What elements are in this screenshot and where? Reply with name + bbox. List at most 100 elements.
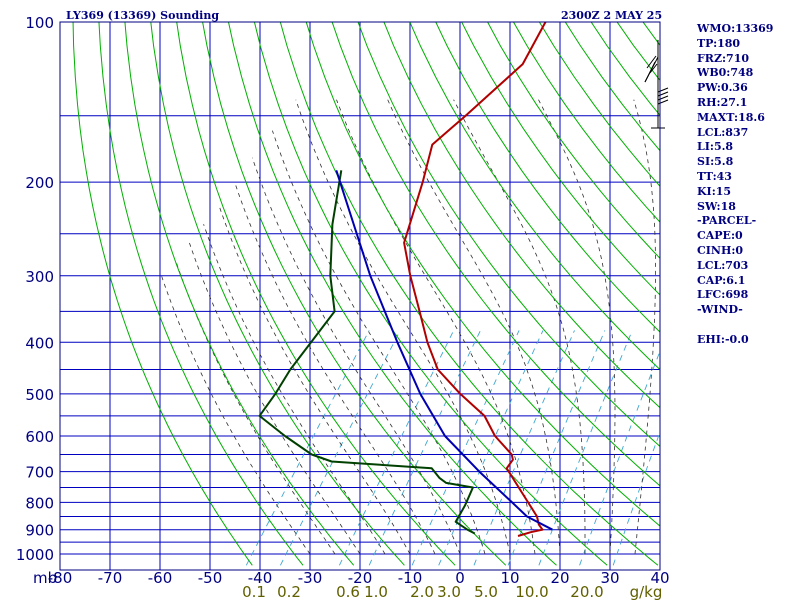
pressure-tick-label: 200 (25, 174, 54, 192)
sounding-index: LFC:698 (697, 288, 749, 302)
moist-adiabat-line (453, 99, 586, 554)
dry-adiabat-line (487, 22, 660, 260)
mixing-ratio-label: 2.0 (410, 583, 434, 600)
pressure-tick-label: 300 (25, 268, 54, 286)
temperature-tick-label: -30 (298, 569, 323, 587)
temperature-tick-label: 20 (550, 569, 569, 587)
moist-adiabat-line (336, 99, 536, 555)
sounding-index: CINH:0 (697, 243, 744, 257)
mixing-ratio-line (245, 330, 370, 566)
moist-adiabat-line (295, 99, 511, 555)
pressure-tick-label: 500 (25, 386, 54, 404)
temperature-tick-label: -40 (248, 569, 273, 587)
temperature-tick-label: -50 (198, 569, 223, 587)
moist-adiabat-line (175, 259, 336, 555)
mixing-ratio-label: g/kg (630, 583, 663, 600)
dry-adiabat-line (461, 22, 660, 296)
dry-adiabat-line (331, 22, 660, 487)
sounding-index: SW:18 (697, 199, 736, 213)
temperature-tick-label: 10 (500, 569, 519, 587)
sounding-index: WB0:748 (697, 66, 754, 80)
temperature-tick-label: 0 (455, 569, 465, 587)
sounding-index: CAPE:0 (697, 229, 743, 243)
sounding-index: MAXT:18.6 (697, 110, 765, 124)
pressure-tick-label: 1000 (16, 546, 54, 564)
mixing-ratio-label: 3.0 (437, 583, 461, 600)
plot-frame (59, 21, 661, 571)
dry-adiabat-line (124, 22, 355, 566)
pressure-tick-label: 600 (25, 428, 54, 446)
sounding-index: RH:27.1 (697, 95, 748, 109)
dry-adiabat-line (409, 22, 660, 371)
mixing-ratio-line (579, 350, 660, 566)
profile-series (258, 22, 553, 537)
mixing-ratio-line (612, 430, 660, 566)
mixing-ratio-line (411, 330, 520, 566)
temperature-line (403, 22, 547, 537)
wind-barbs (644, 40, 669, 129)
sounding-indices-panel: WMO:13369 TP:180 FRZ:710 WB0:748 PW:0.36 RH:2… (697, 22, 797, 348)
pressure-tick-label: 800 (25, 494, 54, 512)
temperature-tick-label: -70 (98, 569, 123, 587)
sounding-index: -WIND- (697, 303, 743, 317)
sounding-index: TP:180 (697, 36, 741, 50)
sounding-index: CAP:6.1 (697, 273, 746, 287)
sounding-index: SI:5.8 (697, 155, 734, 169)
temperature-tick-label: -60 (148, 569, 173, 587)
sounding-index (697, 318, 797, 333)
pressure-tick-labels: 100 200 300 400 500 600 700 800 900 1000 (16, 14, 54, 564)
mixing-ratio-line (538, 330, 633, 566)
moist-adiabat-line (161, 275, 311, 555)
sounding-index: TT:43 (697, 169, 732, 183)
mixing-ratio-label: 0.6 (336, 583, 360, 600)
mixing-ratio-label: 10.0 (515, 583, 548, 600)
dry-adiabat-line (98, 22, 304, 566)
dry-adiabat-line (227, 22, 557, 566)
dry-adiabat-line (253, 22, 608, 566)
dry-adiabat-line (435, 22, 660, 333)
mixing-ratio-lines (245, 330, 660, 566)
sounding-index: KI:15 (697, 184, 732, 198)
temperature-tick-label: 40 (650, 569, 669, 587)
pressure-tick-label: 400 (25, 334, 54, 352)
mixing-ratio-line (438, 330, 544, 566)
dry-adiabat-line (383, 22, 660, 409)
moist-adiabat-line (251, 157, 461, 555)
mixing-ratio-label: 5.0 (474, 583, 498, 600)
mixing-ratio-line (279, 330, 401, 566)
chart-datetime: 2300Z 2 MAY 25 (561, 9, 663, 22)
moist-adiabat-line (234, 181, 436, 555)
sounding-index: EHI:-0.0 (697, 332, 749, 346)
pressure-tick-label: 900 (25, 522, 54, 540)
dry-adiabat-line (150, 22, 405, 566)
mixing-ratio-label: 1.0 (364, 583, 388, 600)
dry-adiabat-line (305, 22, 660, 527)
mixing-ratio-line (473, 330, 575, 566)
moist-adiabat-line (387, 99, 561, 555)
dry-adiabat-line (357, 22, 660, 448)
mixing-ratio-label: 0.1 (242, 583, 266, 600)
dewpoint-line (258, 170, 476, 535)
mixing-ratio-label: 20.0 (570, 583, 603, 600)
dry-adiabat-line (176, 22, 456, 566)
temperature-tick-label: 30 (600, 569, 619, 587)
temperature-tick-label: -80 (48, 569, 73, 587)
parcel-line (335, 169, 553, 531)
mixing-ratio-labels: 0.1 0.2 0.6 1.0 2.0 3.0 5.0 10.0 20.0 g/kg (242, 583, 662, 600)
pressure-tick-label: 100 (25, 14, 54, 32)
mixing-ratio-label: 0.2 (277, 583, 301, 600)
sounding-index: LI:5.8 (697, 140, 734, 154)
mixing-ratio-line (507, 330, 606, 566)
sounding-index: LCL:837 (697, 125, 749, 139)
moist-adiabat-line (538, 99, 616, 555)
moist-adiabat-line (633, 99, 656, 555)
sounding-index: -PARCEL- (697, 214, 757, 228)
pressure-tick-label: 700 (25, 464, 54, 482)
moist-adiabat-line (189, 242, 361, 555)
sounding-index: LCL:703 (697, 258, 749, 272)
sounding-index: PW:0.36 (697, 81, 748, 95)
dry-adiabat-line (279, 22, 659, 566)
temperature-tick-label: -20 (348, 569, 373, 587)
moist-adiabat-line (218, 204, 411, 555)
